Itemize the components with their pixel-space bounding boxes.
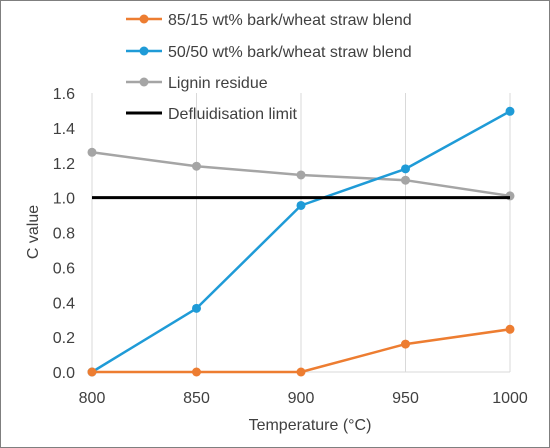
- legend-item: Defluidisation limit: [126, 106, 297, 123]
- x-tick-label: 950: [392, 390, 419, 407]
- x-tick-label: 800: [79, 390, 106, 407]
- y-tick-label: 1.2: [53, 156, 75, 173]
- data-point: [505, 106, 515, 116]
- x-axis-title: Temperature (°C): [249, 417, 372, 434]
- data-point: [87, 367, 97, 377]
- legend-item: 50/50 wt% bark/wheat straw blend: [126, 44, 412, 61]
- legend-item: 85/15 wt% bark/wheat straw blend: [126, 12, 412, 29]
- x-tick-label: 1000: [492, 390, 528, 407]
- data-point: [401, 339, 410, 349]
- y-tick-label: 1.6: [53, 86, 75, 103]
- y-tick-label: 0.4: [53, 295, 75, 312]
- y-tick-label: 1.0: [53, 191, 75, 208]
- y-tick-label: 0.0: [53, 365, 75, 382]
- data-point: [296, 367, 306, 377]
- y-tick-label: 1.4: [53, 121, 75, 138]
- y-tick-label: 0.2: [53, 330, 75, 347]
- y-axis-title: C value: [25, 205, 42, 259]
- data-point: [87, 147, 97, 157]
- legend-label: 85/15 wt% bark/wheat straw blend: [168, 12, 412, 29]
- legend-item: Lignin residue: [126, 75, 268, 92]
- x-tick-label: 850: [183, 390, 210, 407]
- y-tick-label: 0.8: [53, 226, 75, 243]
- legend-marker: [139, 46, 149, 56]
- data-point: [401, 175, 410, 185]
- grid: [91, 93, 511, 373]
- legend-label: Defluidisation limit: [168, 106, 297, 123]
- data-point: [296, 200, 306, 210]
- data-point: [192, 367, 201, 377]
- series-0: [87, 324, 515, 377]
- data-point: [192, 161, 201, 171]
- data-point: [296, 170, 306, 180]
- data-point: [192, 303, 201, 313]
- data-point: [505, 324, 515, 334]
- x-tick-labels: 800 850 900 950 1000: [79, 390, 528, 407]
- y-tick-label: 0.6: [53, 260, 75, 277]
- x-tick-label: 900: [288, 390, 315, 407]
- y-tick-labels: 0.0 0.2 0.4 0.6 0.8 1.0 1.2 1.4 1.6: [53, 86, 75, 382]
- legend-marker: [139, 14, 149, 24]
- series-2: [87, 147, 515, 201]
- data-point: [401, 164, 410, 174]
- legend-label: 50/50 wt% bark/wheat straw blend: [168, 44, 412, 61]
- legend: 85/15 wt% bark/wheat straw blend 50/50 wt…: [126, 12, 412, 123]
- legend-label: Lignin residue: [168, 75, 268, 92]
- legend-marker: [139, 77, 149, 87]
- plot-lines: [87, 106, 515, 377]
